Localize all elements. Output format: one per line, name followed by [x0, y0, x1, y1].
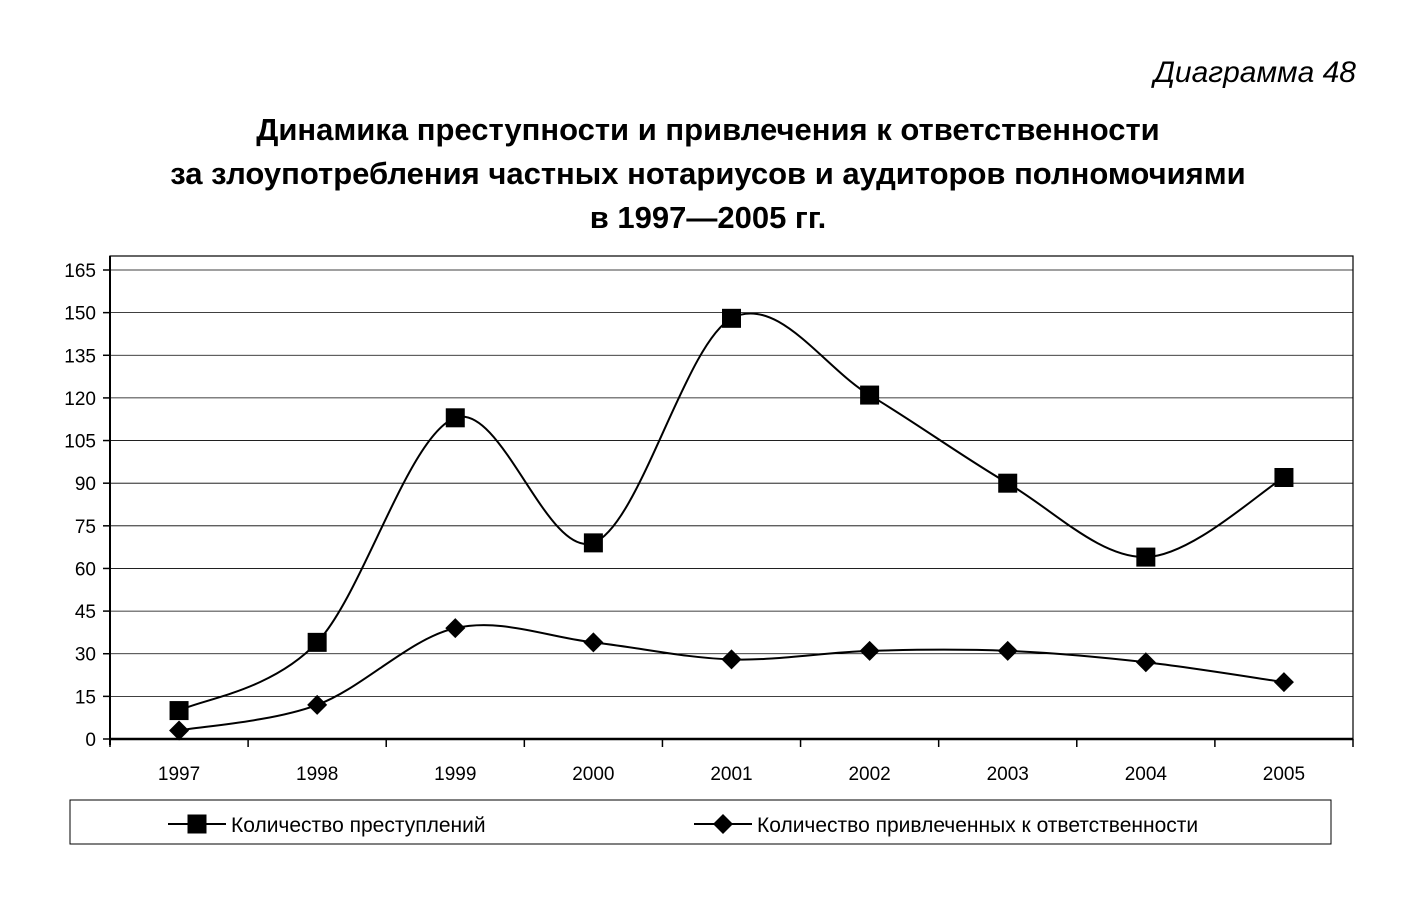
series-1-point [860, 385, 880, 405]
legend-marker-1 [187, 814, 207, 834]
y-tick-label: 75 [75, 517, 96, 538]
series-line-1 [178, 312, 1285, 712]
x-tick-label: 2001 [710, 764, 752, 785]
series-1-point [445, 408, 465, 428]
series-1-point [307, 632, 327, 652]
y-tick-label: 0 [85, 730, 96, 751]
series-2-point [997, 640, 1018, 661]
chart-title-line-1: Динамика преступности и привлечения к от… [256, 112, 1160, 147]
chart-title: Динамика преступности и привлечения к от… [0, 108, 1416, 240]
y-tick-label: 120 [64, 389, 96, 410]
series-2-point [1135, 652, 1156, 673]
x-tick-label: 1999 [434, 764, 476, 785]
series-2-point [307, 694, 328, 715]
x-tick-label: 2002 [848, 764, 890, 785]
y-tick-label: 105 [64, 432, 96, 453]
series-1-point [998, 473, 1018, 493]
x-tick-label: 2000 [572, 764, 614, 785]
series-2-point [445, 618, 466, 639]
x-tick-label: 1997 [158, 764, 200, 785]
y-tick-label: 15 [75, 687, 96, 708]
y-tick-label: 150 [64, 304, 96, 325]
y-tick-label: 135 [64, 346, 96, 367]
y-tick-label: 30 [75, 645, 96, 666]
legend-marker-2 [713, 814, 733, 834]
y-tick-label: 165 [64, 261, 96, 282]
y-tick-label: 45 [75, 602, 96, 623]
chart-title-line-3: в 1997—2005 гг. [589, 200, 827, 235]
chart-title-line-2: за злоупотребления частных нотариусов и … [170, 156, 1246, 191]
series-line-2 [178, 624, 1285, 732]
series-1-point [1136, 547, 1156, 567]
series-2-point [169, 720, 190, 741]
legend-label-1: Количество преступлений [231, 814, 486, 837]
series-1-point [583, 533, 603, 553]
series-1-point [169, 701, 189, 721]
legend-label-2: Количество привлеченных к ответственност… [757, 814, 1198, 837]
figure-label: Диаграмма 48 [1153, 56, 1356, 89]
x-tick-label: 1998 [296, 764, 338, 785]
x-tick-label: 2004 [1125, 764, 1168, 785]
series-1-point [1274, 467, 1294, 487]
series-2-point [859, 640, 880, 661]
legend [69, 799, 1332, 845]
y-tick-label: 60 [75, 559, 96, 580]
x-tick-label: 2005 [1263, 764, 1305, 785]
y-tick-label: 90 [75, 474, 96, 495]
series-2-point [1273, 672, 1294, 693]
x-tick-label: 2003 [987, 764, 1029, 785]
series-1-point [722, 308, 741, 328]
series-2-point [583, 632, 604, 653]
series-2-point [721, 649, 742, 670]
